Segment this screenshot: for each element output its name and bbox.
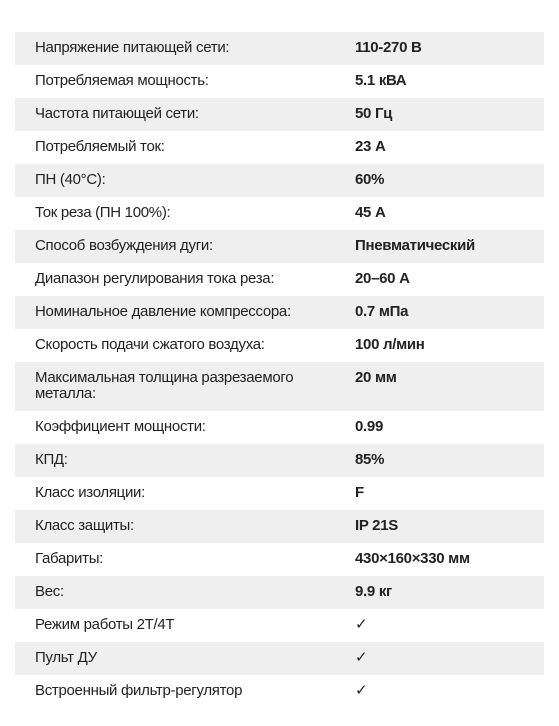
spec-value: 100 л/мин <box>355 336 425 353</box>
spec-label: Номинальное давление компрессора: <box>35 303 291 320</box>
spec-label: КПД: <box>35 451 68 468</box>
spec-label: Ток реза (ПН 100%): <box>35 204 171 221</box>
spec-row: Класс защиты: IP 21S <box>15 510 544 543</box>
spec-value: 430×160×330 мм <box>355 550 470 567</box>
spec-row: КПД: 85% <box>15 444 544 477</box>
spec-value: 0.7 мПа <box>355 303 409 320</box>
spec-row: Встроенный фильтр-регулятор ✓ <box>15 675 544 708</box>
spec-value: 20 мм <box>355 369 397 386</box>
spec-label: Встроенный фильтр-регулятор <box>35 682 243 699</box>
spec-label: Класс изоляции: <box>35 484 145 501</box>
spec-value: 20–60 А <box>355 270 410 287</box>
spec-value: 5.1 кВА <box>355 72 407 89</box>
spec-value: 9.9 кг <box>355 583 392 600</box>
spec-row: Способ возбуждения дуги: Пневматический <box>15 230 544 263</box>
spec-value: 110-270 В <box>355 39 422 56</box>
spec-value: Пневматический <box>355 237 475 254</box>
spec-label: Пульт ДУ <box>35 649 97 666</box>
spec-table: Напряжение питающей сети: 110-270 В Потреб… <box>15 32 544 708</box>
spec-value: 45 А <box>355 204 386 221</box>
spec-row: Частота питающей сети: 50 Гц <box>15 98 544 131</box>
spec-label: ПН (40°С): <box>35 171 106 188</box>
spec-label: Диапазон регулирования тока реза: <box>35 270 275 287</box>
spec-row: Вес: 9.9 кг <box>15 576 544 609</box>
spec-rows: Напряжение питающей сети: 110-270 В Потреб… <box>15 32 544 708</box>
spec-value: 60% <box>355 171 385 188</box>
spec-row: Пульт ДУ ✓ <box>15 642 544 675</box>
spec-value: IP 21S <box>355 517 398 534</box>
spec-row: Потребляемый ток: 23 А <box>15 131 544 164</box>
spec-value: 85% <box>355 451 385 468</box>
spec-row: Потребляемая мощность: 5.1 кВА <box>15 65 544 98</box>
spec-row: Максимальная толщина разрезаемого металл… <box>15 362 544 411</box>
spec-row: Коэффициент мощности: 0.99 <box>15 411 544 444</box>
spec-value: 23 А <box>355 138 386 155</box>
spec-row: Напряжение питающей сети: 110-270 В <box>15 32 544 65</box>
spec-label: Потребляемая мощность: <box>35 72 209 89</box>
spec-label: Максимальная толщина разрезаемого металл… <box>35 369 294 402</box>
spec-value: ✓ <box>355 616 368 633</box>
spec-row: Класс изоляции: F <box>15 477 544 510</box>
spec-row: Режим работы 2Т/4Т ✓ <box>15 609 544 642</box>
spec-label: Габариты: <box>35 550 104 567</box>
spec-label: Скорость подачи сжатого воздуха: <box>35 336 265 353</box>
spec-label: Способ возбуждения дуги: <box>35 237 213 254</box>
spec-label: Режим работы 2Т/4Т <box>35 616 175 633</box>
spec-label: Класс защиты: <box>35 517 134 534</box>
spec-label: Потребляемый ток: <box>35 138 165 155</box>
spec-value: F <box>355 484 364 501</box>
spec-row: Диапазон регулирования тока реза: 20–60 А <box>15 263 544 296</box>
spec-value: 0.99 <box>355 418 383 435</box>
spec-value: ✓ <box>355 649 368 666</box>
spec-value: 50 Гц <box>355 105 393 122</box>
spec-row: Номинальное давление компрессора: 0.7 мПа <box>15 296 544 329</box>
spec-row: ПН (40°С): 60% <box>15 164 544 197</box>
spec-row: Скорость подачи сжатого воздуха: 100 л/ми… <box>15 329 544 362</box>
spec-row: Габариты: 430×160×330 мм <box>15 543 544 576</box>
spec-value: ✓ <box>355 682 368 699</box>
spec-label: Коэффициент мощности: <box>35 418 206 435</box>
spec-label: Напряжение питающей сети: <box>35 39 230 56</box>
spec-row: Ток реза (ПН 100%): 45 А <box>15 197 544 230</box>
spec-label: Частота питающей сети: <box>35 105 199 122</box>
spec-label: Вес: <box>35 583 64 600</box>
